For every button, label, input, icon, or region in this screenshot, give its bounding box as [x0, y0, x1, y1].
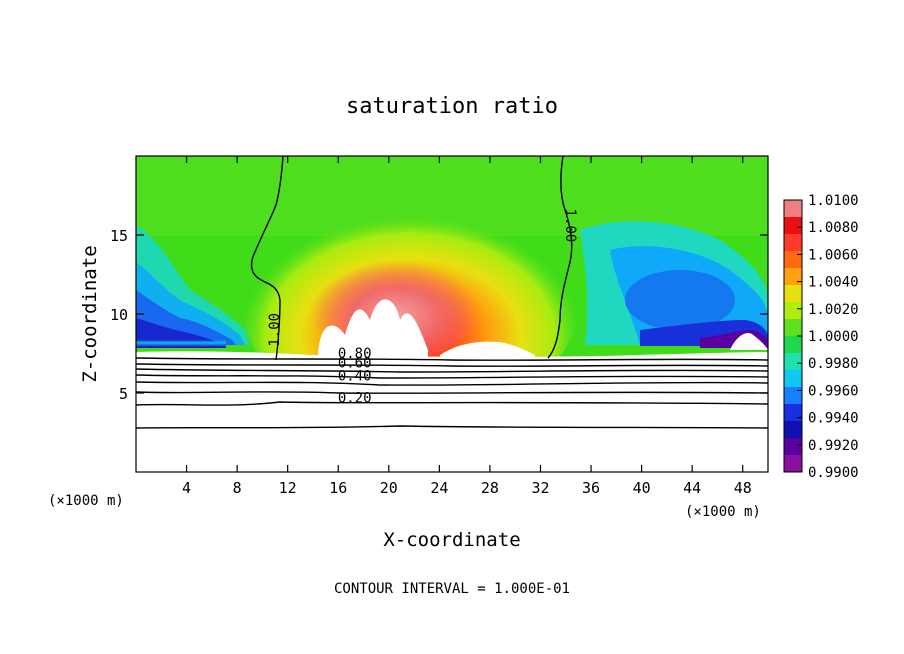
contour-lines — [136, 156, 768, 429]
colorbar-tick-label: 1.0100 — [808, 193, 859, 209]
colorbar-swatch — [784, 370, 802, 388]
colorbar-tick-label: 1.0000 — [808, 329, 859, 345]
colorbar-swatch — [784, 421, 802, 439]
colorbar-tick-label: 0.9920 — [808, 438, 859, 454]
x-tick-label: 44 — [683, 479, 701, 497]
contour-interval-note: CONTOUR INTERVAL = 1.000E-01 — [334, 581, 570, 597]
colorbar-swatch — [784, 268, 802, 286]
colorbar-tick-label: 0.9900 — [808, 465, 859, 481]
colorbar-swatch — [784, 234, 802, 252]
colorbar-swatch — [784, 438, 802, 456]
x-tick-label: 28 — [481, 479, 499, 497]
x-tick-label: 32 — [531, 479, 549, 497]
x-tick-label: 48 — [734, 479, 752, 497]
x-axis-ticks: 4 8 12 16 20 24 28 32 36 40 44 48 — [182, 156, 752, 497]
y-axis-ticks: 5 10 15 — [110, 227, 768, 403]
x-tick-label: 40 — [633, 479, 651, 497]
colorbar-tick-label: 1.0060 — [808, 247, 859, 263]
colorbar-swatch — [784, 319, 802, 337]
colorbar-swatch — [784, 217, 802, 235]
y-tick-label: 10 — [110, 306, 128, 324]
contour-label: 0.60 — [338, 356, 372, 372]
colorbar-swatch — [784, 200, 802, 218]
x-tick-label: 4 — [182, 479, 191, 497]
colorbar-tick-label: 0.9960 — [808, 383, 859, 399]
contour-label: 0.20 — [338, 390, 372, 406]
x-unit-label-right: (×1000 m) — [685, 504, 761, 520]
chart-title: saturation ratio — [346, 94, 558, 119]
x-axis-title: X-coordinate — [383, 529, 520, 551]
colorbar-swatch — [784, 353, 802, 371]
x-tick-label: 20 — [380, 479, 398, 497]
y-tick-label: 15 — [110, 227, 128, 245]
contour-label: 0.40 — [338, 368, 372, 384]
x-tick-label: 36 — [582, 479, 600, 497]
heatmap-field — [136, 156, 768, 472]
colorbar-tick-label: 0.9980 — [808, 356, 859, 372]
contour-label: 1.00 — [562, 209, 578, 243]
contour-labels: 1.00 1.00 0.800.600.40 0.20 — [267, 209, 578, 407]
colorbar-swatch — [784, 302, 802, 320]
colorbar: 1.0100 1.0080 1.0060 1.0040 1.0020 1.0000 0.99… — [783, 193, 859, 481]
colorbar-swatch — [784, 455, 802, 473]
colorbar-tick-label: 0.9940 — [808, 411, 859, 427]
x-tick-label: 16 — [329, 479, 347, 497]
colorbar-tick-label: 1.0020 — [808, 302, 859, 318]
contour-label: 1.00 — [267, 313, 283, 347]
colorbar-swatch — [784, 404, 802, 422]
y-tick-label: 5 — [119, 385, 128, 403]
colorbar-swatch — [784, 251, 802, 269]
contour-label: 0.80 — [338, 346, 372, 362]
colorbar-swatch — [784, 285, 802, 303]
colorbar-tick-label: 1.0040 — [808, 275, 859, 291]
y-axis-title: Z-coordinate — [79, 245, 101, 382]
x-tick-label: 12 — [279, 479, 297, 497]
x-tick-label: 8 — [233, 479, 242, 497]
colorbar-swatch — [784, 336, 802, 354]
colorbar-tick-label: 1.0080 — [808, 220, 859, 236]
colorbar-swatch — [784, 387, 802, 405]
x-unit-label-left: (×1000 m) — [48, 493, 124, 509]
x-tick-label: 24 — [430, 479, 448, 497]
